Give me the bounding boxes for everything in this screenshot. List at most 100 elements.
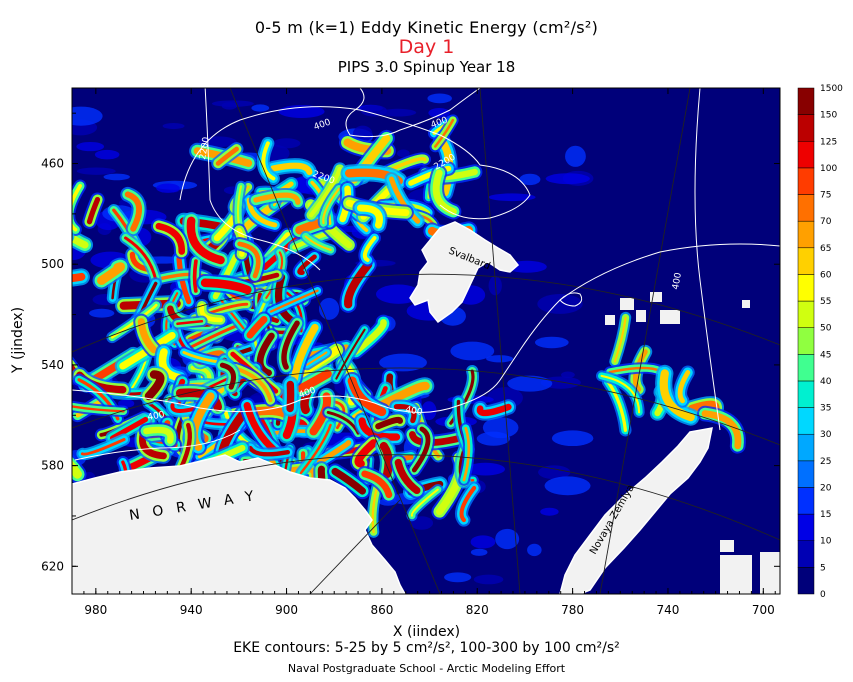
- eddy-filament: [138, 422, 179, 449]
- colorbar-label: 1500: [820, 84, 843, 94]
- eddy-filament: [372, 377, 435, 415]
- eddy-filament: [252, 328, 280, 381]
- colorbar-swatch: [797, 407, 815, 435]
- colorbar-label: 40: [820, 377, 832, 387]
- eddy-filament: [609, 311, 632, 368]
- eke-texture: [537, 294, 583, 314]
- eke-texture: [352, 125, 373, 142]
- eke-texture: [488, 193, 536, 202]
- colorbar-swatch: [797, 567, 815, 595]
- eddy-filament: [4, 280, 27, 289]
- bathymetry-contours: [72, 88, 780, 461]
- eddy-filament: [188, 254, 203, 298]
- colorbar-swatch: [797, 513, 815, 541]
- axes: 980 940 900 860 820 780 740 700 460 500 540 580 620: [41, 88, 780, 617]
- x-tick-label: 860: [370, 603, 393, 617]
- eddy-filament: [389, 399, 422, 428]
- eke-texture: [465, 462, 506, 476]
- colorbar-swatch: [797, 300, 815, 328]
- x-tick-label: 700: [752, 603, 775, 617]
- eddy-filament: [350, 434, 383, 473]
- eddy-filament: [356, 466, 397, 503]
- eddy-filament: [211, 142, 244, 171]
- colorbar-label: 125: [820, 137, 837, 147]
- colorbar-label: 15: [820, 510, 831, 520]
- eke-texture: [473, 574, 504, 585]
- eddy-filament: [194, 298, 228, 327]
- eddy-filament: [25, 299, 53, 336]
- y-tick-label: 620: [41, 559, 64, 573]
- colorbar-label: 50: [820, 324, 832, 334]
- eddy-filament: [628, 344, 653, 397]
- eddy-filament: [248, 188, 306, 210]
- eke-texture: [76, 167, 116, 175]
- eddy-filament: [353, 412, 405, 446]
- eddy-filament: [458, 422, 475, 486]
- eke-texture: [376, 284, 422, 304]
- y-tick-label: 580: [41, 459, 64, 473]
- eddy-filament: [286, 319, 324, 387]
- colorbar-swatch: [797, 141, 815, 169]
- eddy-filament: [265, 158, 317, 180]
- eke-texture: [421, 401, 437, 421]
- eddy-filament: [384, 172, 425, 229]
- eke-texture: [251, 104, 270, 112]
- eke-texture: [544, 476, 591, 496]
- colorbar-label: 65: [820, 244, 831, 254]
- eddy-filament: [242, 311, 272, 344]
- colorbar-label: 75: [820, 191, 831, 201]
- eddy-filament: [31, 311, 53, 344]
- eddy-filament: [232, 237, 266, 283]
- eke-texture: [118, 399, 135, 408]
- colorbar-label: 30: [820, 430, 832, 440]
- eddy-filament: [228, 361, 277, 407]
- eddy-filament: [76, 433, 131, 461]
- eke-texture: [495, 528, 520, 550]
- y-tick-label: 460: [41, 157, 64, 171]
- colorbar-swatch: [797, 354, 815, 382]
- eddy-filament: [407, 422, 435, 477]
- eddy-filament: [171, 251, 196, 309]
- colorbar-swatch: [797, 87, 815, 115]
- eddy-filament: [276, 315, 305, 375]
- colorbar-label: 70: [820, 217, 832, 227]
- eddy-filament: [429, 114, 459, 153]
- y-tick-label: 500: [41, 257, 64, 271]
- eddy-filament: [330, 324, 371, 385]
- eddy-filament: [166, 398, 202, 418]
- eke-texture: [94, 149, 120, 160]
- colorbar: 0 5 10 15 20 25 30 35 40 45 50 55 60 65 70 75 100 125 150 1…: [797, 84, 843, 600]
- colorbar-label: 60: [820, 270, 832, 280]
- eddy-filament: [21, 375, 35, 429]
- eddy-filament: [72, 453, 87, 484]
- land-mask: [72, 221, 780, 594]
- eddy-filament: [82, 192, 105, 229]
- eddy-filament: [151, 218, 190, 260]
- eddy-filament: [673, 365, 695, 408]
- colorbar-label: 0: [820, 590, 826, 600]
- eddy-filament: [281, 376, 299, 417]
- colorbar-swatch: [797, 114, 815, 142]
- eke-texture: [519, 173, 541, 186]
- chart-footer: EKE contours: 5-25 by 5 cm²/s², 100-300 …: [233, 640, 620, 656]
- eddy-filament: [34, 294, 48, 349]
- eddy-filament: [406, 484, 444, 522]
- eke-field: [4, 93, 746, 594]
- eddy-filament: [304, 162, 347, 222]
- eddy-filament: [601, 375, 632, 437]
- eddy-filament: [182, 212, 230, 269]
- eddy-filament: [72, 400, 130, 417]
- land-svalbard: [409, 221, 520, 324]
- eddy-filament: [292, 365, 337, 397]
- colorbar-label: 35: [820, 404, 831, 414]
- eke-texture: [444, 572, 472, 583]
- eddy-filament: [72, 268, 90, 287]
- land-island: [660, 310, 680, 324]
- eddy-filament: [265, 285, 324, 318]
- eke-texture: [534, 336, 569, 349]
- eke-texture: [482, 417, 519, 439]
- land-norway: [72, 454, 406, 594]
- colorbar-swatch: [797, 380, 815, 408]
- eke-texture: [72, 106, 103, 126]
- eddy-filament: [120, 186, 147, 237]
